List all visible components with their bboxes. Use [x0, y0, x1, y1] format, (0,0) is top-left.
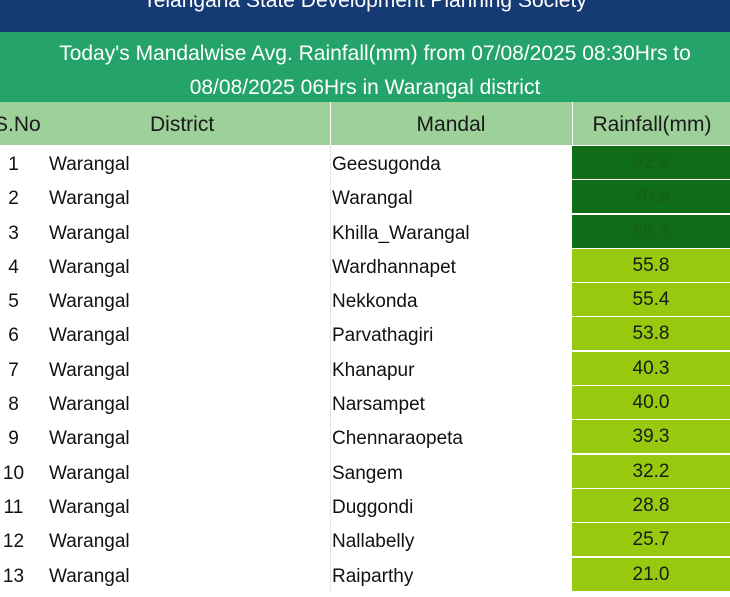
cell-district: Warangal: [49, 565, 130, 587]
column-header-sno: S.No: [0, 113, 41, 136]
cell-rainfall: 65.3: [572, 214, 730, 249]
cell-rainfall: 25.7: [572, 523, 730, 558]
cell-sno: 13: [2, 565, 25, 587]
cell-mandal: Narsampet: [332, 394, 425, 416]
cell-rainfall: 92.9: [572, 146, 730, 180]
cell-mandal: Chennaraopeta: [332, 428, 463, 450]
cell-district: Warangal: [49, 394, 130, 416]
cell-sno: 10: [2, 462, 25, 484]
table-row: 12 Warangal Nallabelly 25.7: [0, 522, 730, 558]
table-row: 9 Warangal Chennaraopeta 39.3: [0, 419, 730, 455]
cell-sno: 3: [8, 222, 19, 244]
table-row: 7 Warangal Khanapur 40.3: [0, 351, 730, 386]
org-name: Telangana State Development Planning Soc…: [143, 0, 587, 12]
report-title: Today's Mandalwise Avg. Rainfall(mm) fro…: [0, 32, 730, 102]
cell-rainfall: 39.3: [572, 420, 730, 455]
cell-district: Warangal: [49, 462, 130, 484]
cell-sno: 7: [8, 359, 19, 381]
cell-mandal: Raiparthy: [332, 565, 414, 587]
cell-sno: 1: [8, 154, 19, 175]
table-row: 10 Warangal Sangem 32.2: [0, 454, 730, 489]
cell-rainfall: 21.0: [572, 557, 730, 592]
cell-sno: 11: [3, 496, 24, 518]
cell-sno: 12: [2, 531, 25, 553]
table-row: 5 Warangal Nekkonda 55.4: [0, 282, 730, 318]
cell-district: Warangal: [49, 222, 130, 244]
cell-rainfall: 55.4: [572, 283, 730, 318]
cell-mandal: Khanapur: [332, 359, 415, 381]
cell-sno: 4: [8, 256, 19, 278]
table-row: 2 Warangal Warangal 70.9: [0, 179, 730, 215]
table-row: 13 Warangal Raiparthy 21.0: [0, 557, 730, 592]
cell-mandal: Wardhannapet: [332, 256, 456, 278]
cell-mandal: Duggondi: [332, 496, 414, 518]
cell-district: Warangal: [49, 154, 130, 175]
cell-sno: 2: [8, 188, 19, 210]
cell-mandal: Nallabelly: [332, 531, 415, 553]
cell-district: Warangal: [49, 325, 130, 347]
title-line-1: Today's Mandalwise Avg. Rainfall(mm) fro…: [59, 42, 691, 65]
cell-rainfall: 55.8: [572, 248, 730, 283]
cell-sno: 6: [8, 325, 19, 347]
table-body: 1 Warangal Geesugonda 92.9 2 Warangal Warangal…: [0, 145, 730, 592]
cell-mandal: Geesugonda: [332, 154, 441, 175]
cell-district: Warangal: [49, 531, 130, 553]
cell-mandal: Nekkonda: [332, 291, 418, 313]
cell-mandal: Warangal: [332, 188, 413, 210]
cell-district: Warangal: [49, 496, 130, 518]
table-row: 8 Warangal Narsampet 40.0: [0, 385, 730, 421]
title-line-2: 08/08/2025 06Hrs in Warangal district: [189, 76, 541, 99]
cell-rainfall: 53.8: [572, 317, 730, 352]
cell-mandal: Parvathagiri: [332, 325, 434, 347]
cell-district: Warangal: [49, 188, 130, 210]
table-row: 4 Warangal Wardhannapet 55.8: [0, 248, 730, 283]
cell-mandal: Khilla_Warangal: [332, 222, 470, 244]
org-header: Telangana State Development Planning Soc…: [0, 0, 730, 32]
cell-district: Warangal: [49, 428, 130, 450]
table-header: S.No District Mandal Rainfall(mm): [0, 102, 730, 145]
cell-sno: 5: [8, 291, 19, 313]
table-row: 11 Warangal Duggondi 28.8: [0, 488, 730, 523]
table-row: 1 Warangal Geesugonda 92.9: [0, 145, 730, 180]
column-divider: [330, 145, 331, 591]
cell-district: Warangal: [49, 359, 130, 381]
column-header-district: District: [150, 113, 215, 136]
table-row: 3 Warangal Khilla_Warangal 65.3: [0, 214, 730, 249]
cell-rainfall: 70.9: [572, 180, 730, 215]
cell-rainfall: 32.2: [572, 454, 730, 489]
column-header-rainfall: Rainfall(mm): [572, 102, 730, 145]
cell-sno: 9: [8, 428, 19, 450]
column-header-mandal: Mandal: [330, 102, 571, 145]
cell-sno: 8: [8, 394, 19, 416]
cell-rainfall: 40.3: [572, 351, 730, 386]
cell-rainfall: 40.0: [572, 386, 730, 421]
cell-district: Warangal: [49, 291, 130, 313]
cell-rainfall: 28.8: [572, 488, 730, 523]
cell-district: Warangal: [49, 256, 130, 278]
table-row: 6 Warangal Parvathagiri 53.8: [0, 316, 730, 352]
cell-mandal: Sangem: [332, 462, 403, 484]
